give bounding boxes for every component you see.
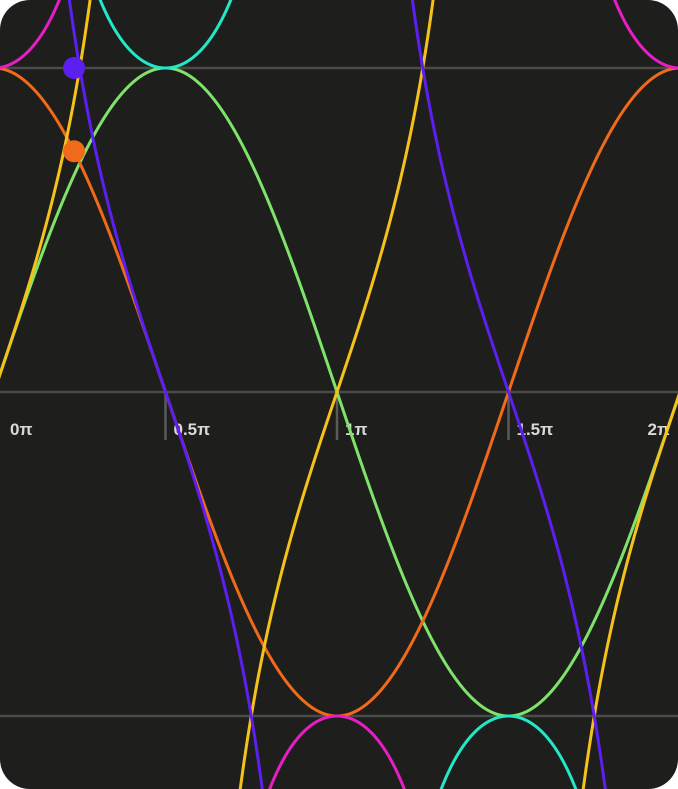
series-line-cot <box>67 0 607 789</box>
x-tick-label-0: 0π <box>10 420 32 439</box>
x-tick-label-1: 0.5π <box>174 420 211 439</box>
x-tick-label-3: 1.5π <box>517 420 554 439</box>
marker-point-0 <box>63 57 86 79</box>
series-line-csc <box>98 0 578 789</box>
marker-point-1 <box>63 140 86 163</box>
